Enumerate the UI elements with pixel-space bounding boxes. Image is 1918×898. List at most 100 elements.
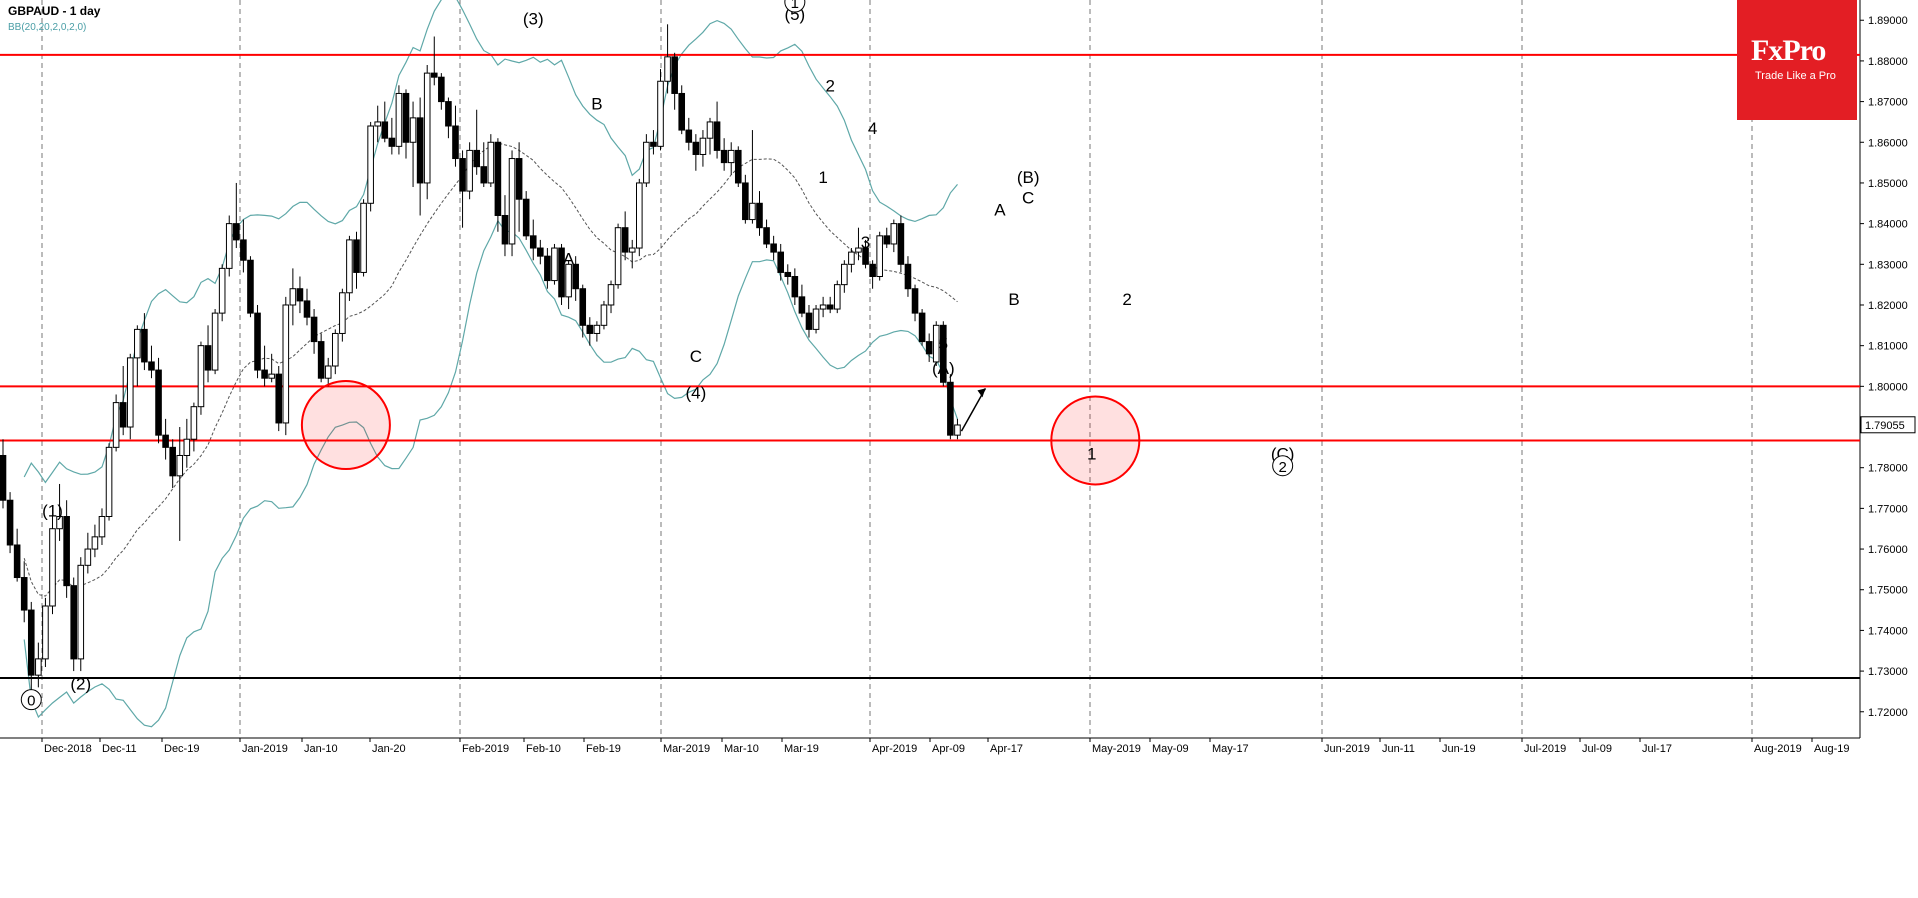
- highlight-circle: [1050, 395, 1141, 486]
- candle-bearish: [70, 585, 78, 660]
- candle-bearish: [452, 125, 459, 160]
- candle-bearish: [515, 158, 523, 200]
- candle-bearish: [911, 288, 919, 314]
- current-price-box: [1860, 416, 1916, 434]
- candle-bullish: [876, 235, 883, 278]
- candle-bearish: [805, 312, 813, 330]
- candle-bullish: [551, 247, 558, 282]
- candle-bullish: [176, 454, 184, 477]
- candle-bullish: [664, 56, 671, 82]
- elliott-wave-label: (1): [42, 502, 63, 521]
- candle-bearish: [119, 402, 127, 428]
- x-tick-label: Jun-11: [1382, 743, 1415, 755]
- candle-bearish: [650, 141, 657, 147]
- candle-bearish: [883, 235, 891, 245]
- candle-bearish: [63, 516, 70, 587]
- x-tick-label: May-17: [1212, 743, 1249, 755]
- candle-bullish: [841, 263, 848, 286]
- candle-bearish: [522, 198, 530, 237]
- candle-bullish: [367, 125, 374, 204]
- candle-bullish: [628, 247, 636, 253]
- y-tick-label: 1.72000: [1868, 707, 1908, 719]
- candle-bearish: [310, 316, 318, 343]
- candle-bearish: [713, 121, 721, 151]
- candle-bearish: [430, 72, 438, 78]
- circled-wave-label: 2: [1278, 459, 1286, 476]
- candle-bullish: [183, 438, 191, 456]
- candle-bullish: [91, 536, 99, 550]
- candle-bearish: [501, 214, 509, 245]
- candle-bearish: [586, 324, 594, 334]
- candle-bearish: [692, 141, 700, 155]
- indicator-label: BB(20,20,2,0,2,0): [8, 22, 87, 33]
- y-tick-label: 1.85000: [1868, 178, 1908, 190]
- candle-bearish: [494, 141, 502, 216]
- x-tick-label: Jul-2019: [1524, 743, 1566, 755]
- y-tick-label: 1.74000: [1868, 625, 1908, 637]
- candle-bullish: [331, 332, 339, 367]
- candle-bullish: [812, 308, 820, 330]
- candle-bearish: [734, 149, 742, 184]
- candle-bearish: [233, 223, 240, 241]
- candle-bearish: [678, 92, 686, 131]
- candle-bullish: [423, 72, 431, 184]
- candle-bearish: [261, 369, 268, 379]
- y-tick-label: 1.73000: [1868, 666, 1908, 678]
- candle-bearish: [438, 76, 445, 103]
- candle-bearish: [247, 259, 254, 314]
- current-price-label: 1.79055: [1865, 420, 1905, 432]
- candle-bearish: [572, 263, 579, 290]
- candle-bullish: [190, 406, 198, 440]
- candle-bearish: [558, 247, 565, 298]
- elliott-wave-label: 1: [1087, 445, 1096, 464]
- elliott-wave-label: 3: [861, 233, 870, 252]
- candle-bullish: [727, 149, 735, 164]
- candle-bearish: [254, 312, 261, 371]
- candle-bearish: [756, 202, 763, 229]
- circled-wave-marker: [20, 689, 42, 711]
- x-tick-label: Aug-2019: [1754, 743, 1802, 755]
- candle-bearish: [480, 166, 488, 184]
- candle-bullish: [289, 288, 297, 306]
- candle-bullish: [42, 605, 49, 660]
- x-tick-label: May-09: [1152, 743, 1189, 755]
- candle-bullish: [112, 402, 120, 448]
- logo-brand: FxPro: [1751, 34, 1826, 67]
- bollinger-lower-band: [23, 219, 959, 728]
- candle-bearish: [204, 345, 212, 371]
- elliott-wave-label: (4): [685, 384, 706, 403]
- chart-symbol-title: GBPAUD - 1 day: [8, 4, 101, 18]
- x-tick-label: Feb-10: [526, 743, 561, 755]
- candle-bullish: [360, 202, 367, 273]
- candle-bearish: [27, 609, 35, 676]
- candle-bearish: [940, 324, 947, 383]
- y-tick-label: 1.75000: [1868, 585, 1908, 597]
- candle-bearish: [20, 577, 28, 611]
- candle-bullish: [35, 658, 42, 676]
- x-tick-label: Apr-09: [932, 743, 965, 755]
- candle-bearish: [445, 101, 452, 127]
- candle-bearish: [685, 129, 693, 143]
- candle-bearish: [317, 341, 325, 379]
- candle-bullish: [932, 324, 940, 363]
- bollinger-middle-band: [23, 142, 958, 597]
- candle-bearish: [402, 92, 410, 143]
- elliott-wave-label: 5: [939, 335, 948, 354]
- y-tick-label: 1.80000: [1868, 381, 1908, 393]
- candle-bullish: [508, 158, 516, 245]
- x-tick-label: Jan-10: [304, 743, 338, 755]
- elliott-wave-label: A: [994, 200, 1006, 219]
- candle-bullish: [466, 149, 473, 192]
- candle-bearish: [169, 446, 176, 477]
- candle-bearish: [473, 149, 480, 168]
- candle-bearish: [904, 263, 912, 290]
- candle-bullish: [374, 121, 382, 127]
- candle-bullish: [218, 267, 226, 314]
- x-tick-label: Feb-2019: [462, 743, 509, 755]
- y-tick-label: 1.86000: [1868, 137, 1908, 149]
- y-tick-label: 1.81000: [1868, 341, 1908, 353]
- elliott-wave-label: (3): [523, 9, 544, 28]
- x-tick-label: Apr-2019: [872, 743, 917, 755]
- y-tick-label: 1.84000: [1868, 219, 1908, 231]
